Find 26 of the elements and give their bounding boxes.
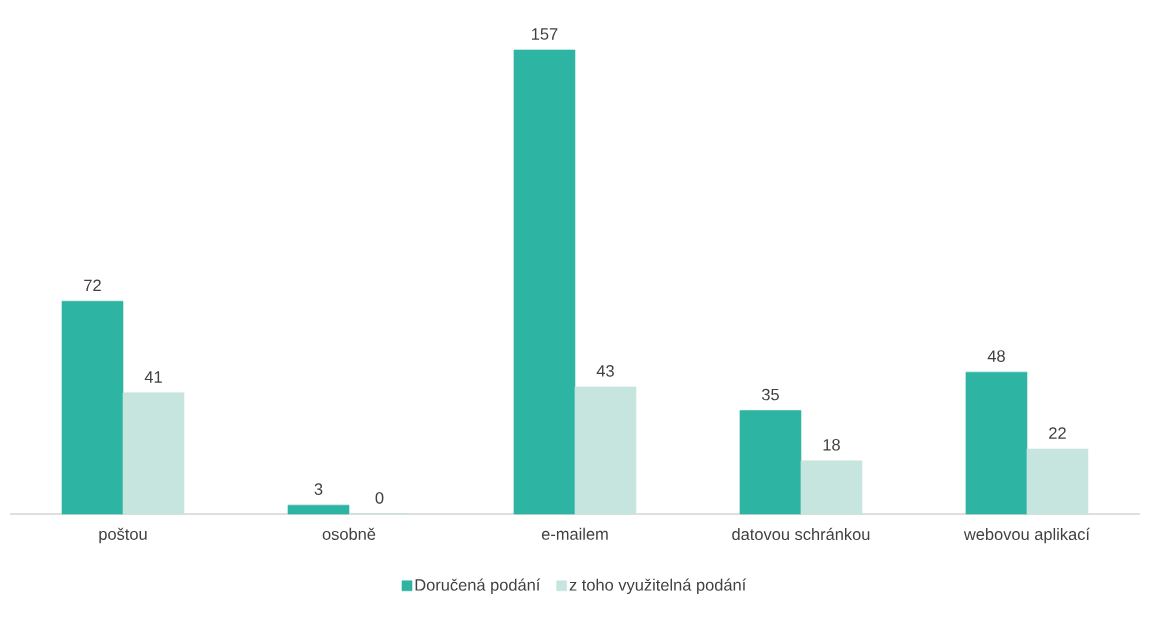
data-label: 35	[761, 388, 779, 401]
bar	[1026, 448, 1089, 515]
data-label: 43	[596, 365, 614, 377]
x-tick-label: datovou schránkou	[732, 527, 870, 541]
data-label: 18	[823, 438, 840, 451]
data-label: 0	[375, 492, 384, 504]
bar	[965, 371, 1028, 515]
legend-label: z toho využitelná podání	[569, 578, 747, 595]
data-label: 41	[144, 371, 162, 383]
legend-label: Doručená podání	[415, 578, 541, 595]
bar	[739, 410, 802, 515]
bar	[800, 460, 863, 515]
bar	[513, 49, 576, 515]
x-tick-label: poštou	[99, 527, 147, 544]
bar	[122, 392, 185, 515]
bar	[574, 386, 637, 515]
bar	[61, 300, 124, 515]
bar	[287, 504, 350, 515]
x-tick-label: webovou aplikací	[963, 527, 1090, 544]
data-label: 3	[314, 483, 323, 495]
x-tick-label: osobně	[322, 527, 376, 540]
x-tick-label: e-mailem	[541, 527, 608, 540]
data-label: 157	[532, 28, 558, 40]
data-label: 22	[1049, 427, 1066, 439]
data-label: 72	[84, 279, 101, 292]
data-label: 48	[987, 350, 1005, 362]
